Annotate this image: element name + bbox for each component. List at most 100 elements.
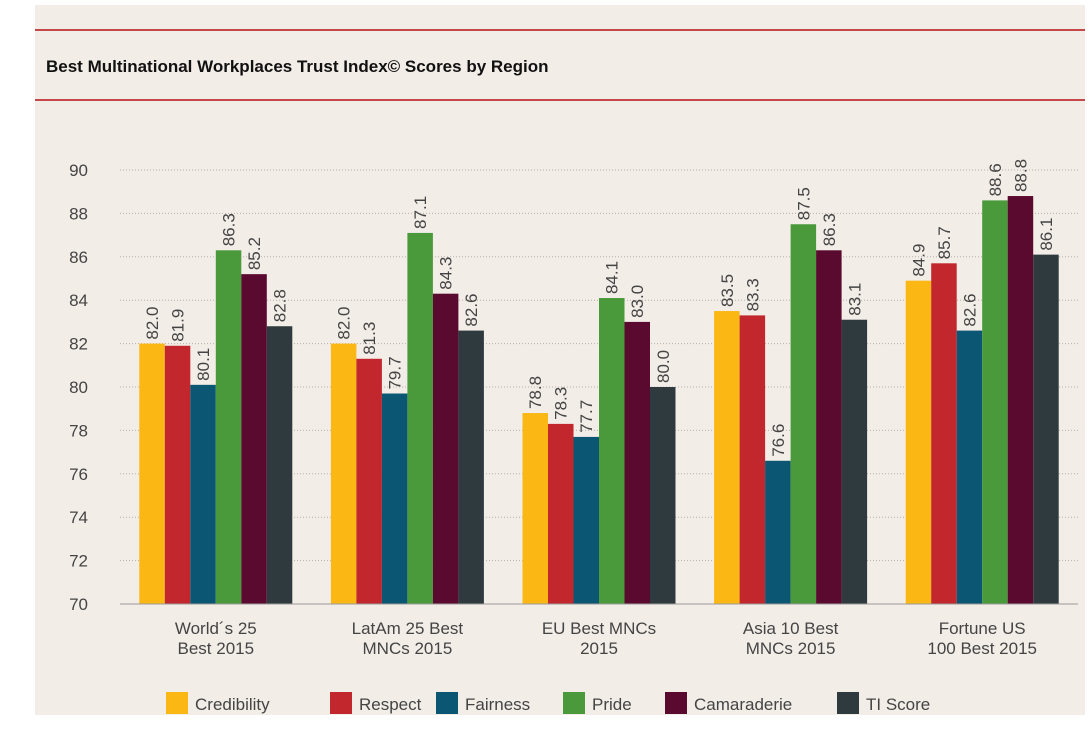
bar — [905, 280, 932, 604]
data-label: 82.6 — [960, 293, 979, 326]
data-label: 76.6 — [769, 424, 788, 457]
x-tick-line: MNCs 2015 — [363, 639, 453, 658]
data-label: 82.0 — [335, 307, 354, 340]
data-label: 84.3 — [437, 257, 456, 290]
bar — [624, 321, 650, 604]
bar — [139, 343, 165, 604]
bar — [458, 330, 484, 604]
data-label: 88.6 — [986, 163, 1005, 196]
data-label: 78.3 — [552, 387, 571, 420]
data-label: 78.8 — [526, 376, 545, 409]
data-label: 81.9 — [169, 309, 188, 342]
bar — [650, 387, 676, 604]
bar — [407, 232, 433, 604]
legend-swatch — [166, 692, 188, 714]
y-tick-label: 86 — [69, 248, 88, 267]
data-label: 86.1 — [1037, 218, 1056, 251]
bar — [164, 345, 191, 604]
y-tick-label: 74 — [69, 508, 88, 527]
x-tick-label: LatAm 25 Best MNCs 2015 — [352, 619, 464, 658]
bar — [1033, 254, 1059, 604]
legend-swatch — [436, 692, 458, 714]
bar — [381, 393, 408, 604]
y-tick-label: 88 — [69, 204, 88, 223]
data-label: 85.2 — [245, 237, 264, 270]
bar — [330, 343, 357, 604]
y-tick-label: 78 — [69, 421, 88, 440]
legend-swatch — [563, 692, 585, 714]
data-label: 87.5 — [794, 187, 813, 220]
bar — [573, 436, 599, 604]
data-label: 80.0 — [654, 350, 673, 383]
bar — [956, 330, 983, 604]
legend-swatch — [837, 692, 859, 714]
x-tick-line: 2015 — [580, 639, 618, 658]
bar — [765, 460, 791, 604]
x-tick-line: MNCs 2015 — [746, 639, 836, 658]
legend-label: Respect — [359, 695, 422, 714]
bar — [432, 293, 459, 604]
bar — [982, 200, 1008, 604]
bar — [215, 250, 242, 605]
bar — [356, 358, 382, 604]
legend-label: Fairness — [465, 695, 530, 714]
bar — [931, 263, 957, 604]
bar — [599, 298, 625, 604]
data-label: 86.3 — [220, 213, 239, 246]
data-label: 83.1 — [845, 283, 864, 316]
x-tick-line: Best 2015 — [178, 639, 255, 658]
data-label: 82.8 — [271, 289, 290, 322]
bar — [816, 250, 842, 605]
chart-title: Best Multinational Workplaces Trust Inde… — [46, 57, 549, 76]
x-tick-line: World´s 25 — [175, 619, 257, 638]
legend-label: Credibility — [195, 695, 270, 714]
data-label: 83.5 — [718, 274, 737, 307]
bar — [190, 384, 216, 604]
y-tick-label: 82 — [69, 335, 88, 354]
bar — [1007, 196, 1034, 605]
data-label: 82.6 — [462, 293, 481, 326]
bar — [522, 413, 548, 604]
data-label: 87.1 — [411, 196, 430, 229]
bar — [790, 224, 817, 604]
legend-label: TI Score — [866, 695, 930, 714]
x-tick-line: EU Best MNCs — [542, 619, 656, 638]
bar — [841, 319, 868, 604]
x-tick-line: Fortune US — [939, 619, 1026, 638]
legend-label: Pride — [592, 695, 632, 714]
data-label: 77.7 — [577, 400, 596, 433]
bar — [714, 311, 740, 604]
data-label: 83.3 — [743, 278, 762, 311]
data-label: 84.9 — [909, 244, 928, 277]
y-tick-label: 70 — [69, 595, 88, 614]
x-tick-label: World´s 25 Best 2015 — [175, 619, 257, 658]
bar — [739, 315, 766, 604]
data-label: 85.7 — [935, 226, 954, 259]
x-tick-line: 100 Best 2015 — [927, 639, 1037, 658]
y-tick-label: 80 — [69, 378, 88, 397]
x-tick-label: EU Best MNCs 2015 — [542, 619, 656, 658]
data-label: 86.3 — [820, 213, 839, 246]
data-label: 83.0 — [628, 285, 647, 318]
x-tick-line: LatAm 25 Best — [352, 619, 464, 638]
bar — [241, 274, 267, 604]
legend-label: Camaraderie — [694, 695, 792, 714]
x-tick-label: Asia 10 Best MNCs 2015 — [743, 619, 839, 658]
y-tick-label: 72 — [69, 552, 88, 571]
data-label: 81.3 — [360, 322, 379, 355]
bar — [266, 326, 293, 604]
data-label: 88.8 — [1011, 159, 1030, 192]
y-tick-label: 76 — [69, 465, 88, 484]
x-tick-label: Fortune US 100 Best 2015 — [927, 619, 1037, 658]
data-label: 79.7 — [386, 356, 405, 389]
data-label: 80.1 — [194, 348, 213, 381]
x-tick-line: Asia 10 Best — [743, 619, 839, 638]
legend-swatch — [330, 692, 352, 714]
y-tick-label: 84 — [69, 291, 88, 310]
legend-swatch — [665, 692, 687, 714]
data-label: 82.0 — [143, 307, 162, 340]
y-tick-label: 90 — [69, 161, 88, 180]
data-label: 84.1 — [603, 261, 622, 294]
